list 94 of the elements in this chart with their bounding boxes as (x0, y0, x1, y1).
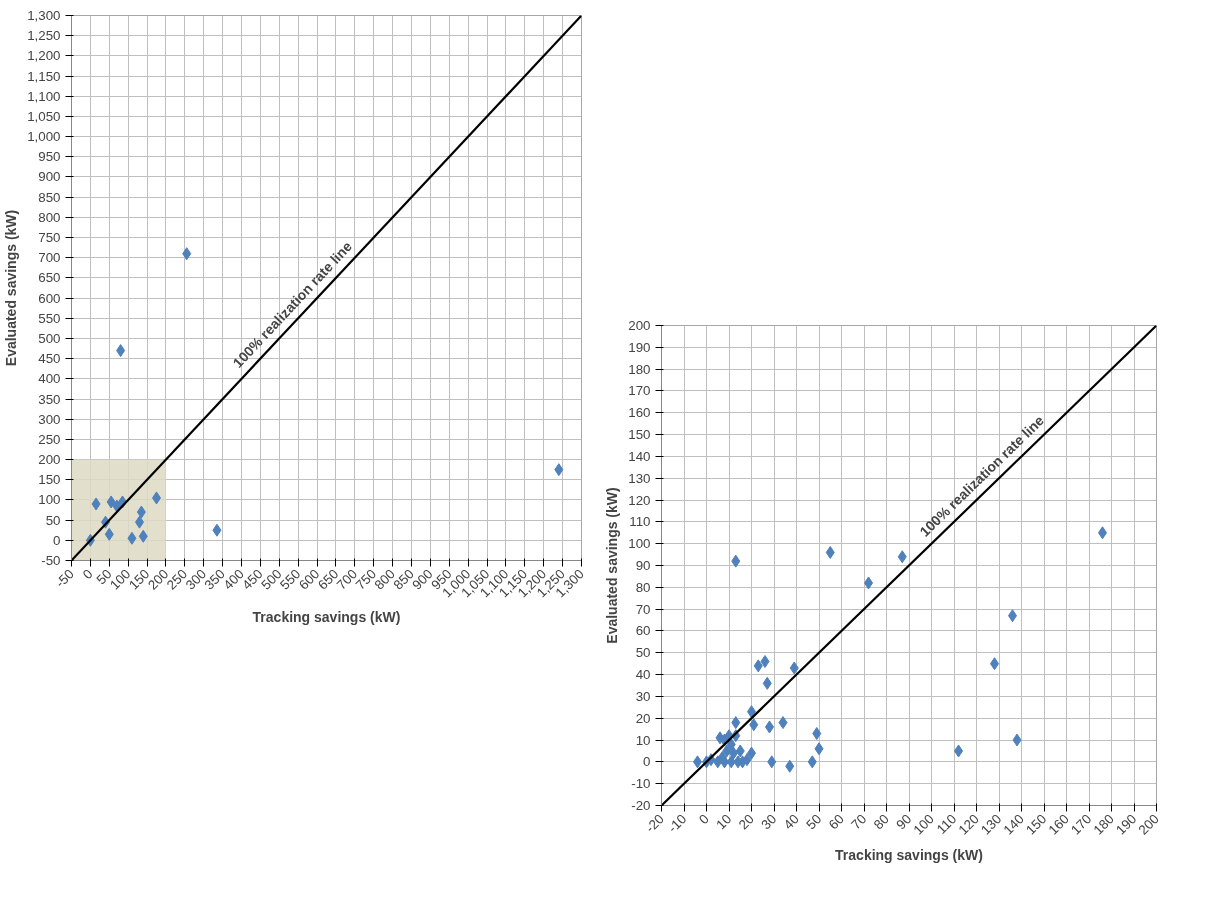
y-tick-label: 0 (643, 754, 651, 770)
y-tick-label: 30 (635, 688, 651, 704)
y-tick-label: 1,100 (27, 88, 61, 104)
y-tick-label: 120 (628, 492, 651, 508)
point (812, 727, 822, 740)
point (807, 755, 817, 769)
y-tick-label: -50 (41, 553, 61, 568)
point (749, 718, 759, 732)
y-axis-title: Evaluated savings (kW) (604, 487, 621, 644)
y-tick-label: 900 (38, 169, 61, 185)
y-tick-label: 750 (38, 230, 61, 246)
x-axis-title: Tracking savings (kW) (252, 609, 401, 626)
y-tick-label: 100 (38, 492, 61, 508)
y-tick-label: 300 (38, 411, 61, 427)
point (762, 676, 772, 690)
y-tick-label: 70 (635, 601, 651, 617)
point (731, 716, 741, 730)
x-tick-label: 0 (79, 566, 96, 583)
point (554, 463, 564, 477)
y-tick-label: 700 (38, 250, 61, 266)
y-tick-label: 10 (635, 732, 651, 748)
point (789, 661, 799, 675)
y-tick-label: 650 (38, 270, 61, 286)
y-tick-label: 180 (628, 361, 651, 377)
y-tick-label: 160 (628, 405, 651, 421)
point (735, 744, 745, 758)
point (825, 545, 835, 559)
y-tick-label: 1,200 (27, 48, 61, 64)
point (778, 716, 788, 730)
x-tick-label: 0 (695, 811, 712, 828)
x-tick-label: 10 (713, 811, 735, 833)
y-tick-label: 110 (629, 514, 651, 530)
x-tick-label: 60 (825, 811, 847, 833)
y-tick-label: 130 (628, 470, 651, 486)
y-tick-label: -10 (631, 776, 651, 792)
point (91, 497, 101, 511)
y-tick-label: 600 (38, 290, 61, 306)
x-tick-label: 70 (848, 811, 870, 833)
y-tick-label: 60 (635, 623, 651, 639)
y-tick-label: 500 (38, 330, 61, 346)
point (785, 759, 795, 773)
point (106, 495, 116, 509)
point (182, 247, 192, 261)
y-tick-label: 550 (38, 310, 61, 326)
y-axis-title: Evaluated savings (kW) (3, 209, 20, 367)
y-tick-label: 50 (635, 645, 651, 661)
y-tick-label: -20 (631, 798, 651, 813)
point (742, 753, 752, 767)
y-tick-label: 950 (38, 149, 61, 165)
point (731, 554, 741, 568)
y-tick-label: 850 (38, 189, 61, 205)
y-tick-label: 170 (628, 383, 651, 399)
point (722, 744, 732, 758)
y-tick-label: 1,300 (27, 8, 61, 23)
y-tick-label: 50 (45, 512, 61, 528)
y-tick-label: 150 (38, 472, 61, 488)
y-tick-label: 100 (628, 536, 651, 552)
point (753, 659, 763, 673)
point (127, 531, 137, 545)
x-tick-label: 40 (780, 811, 802, 833)
y-tick-label: 1,150 (27, 68, 61, 84)
point (767, 755, 777, 769)
y-tick-label: 150 (628, 427, 651, 443)
point (116, 344, 126, 358)
point (138, 529, 148, 543)
y-tick-label: 200 (628, 318, 651, 333)
y-tick-label: 0 (53, 532, 61, 548)
y-tick-label: 800 (38, 209, 61, 225)
x-tick-label: 50 (803, 811, 825, 833)
point (112, 499, 122, 513)
point (897, 550, 907, 564)
y-tick-label: 250 (38, 431, 61, 447)
point (104, 527, 114, 541)
y-tick-label: 200 (38, 452, 61, 468)
y-tick-label: 140 (628, 448, 651, 464)
x-tick-label: 80 (870, 811, 892, 833)
y-tick-label: 1,000 (27, 129, 61, 145)
point (814, 742, 824, 756)
x-axis-title: Tracking savings (kW) (835, 846, 983, 863)
y-tick-label: 40 (635, 667, 651, 683)
x-tick-label: -10 (665, 811, 690, 836)
y-tick-label: 1,050 (27, 108, 61, 124)
y-tick-label: 190 (628, 339, 651, 355)
point (136, 505, 146, 519)
y-tick-label: 400 (38, 371, 61, 387)
x-tick-label: 30 (758, 811, 780, 833)
point (212, 523, 222, 537)
y-tick-label: 450 (38, 351, 61, 367)
point (1012, 733, 1022, 747)
y-tick-label: 350 (38, 391, 61, 407)
x-tick-label: 20 (735, 811, 757, 833)
point (760, 655, 770, 668)
y-tick-label: 20 (635, 710, 651, 726)
y-tick-label: 1,250 (27, 28, 61, 44)
